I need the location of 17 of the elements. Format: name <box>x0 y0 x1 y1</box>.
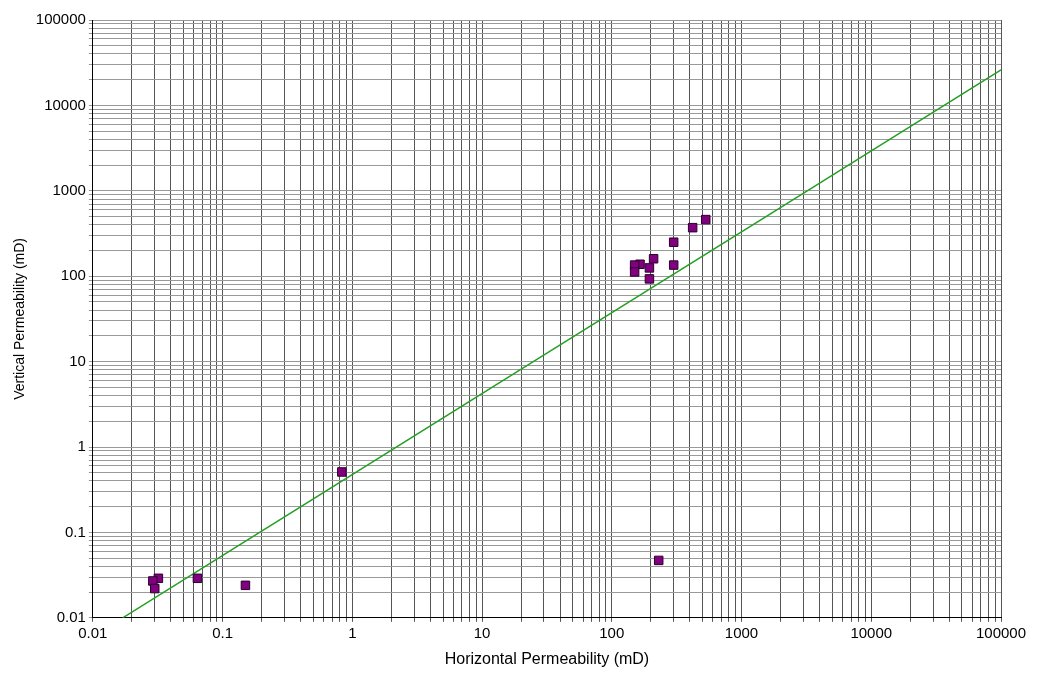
x-tick-label: 0.1 <box>212 623 234 641</box>
y-axis-title: Vertical Permeability (mD) <box>11 237 28 400</box>
x-tick-label: 100000 <box>975 623 1027 641</box>
y-tick-label: 0.01 <box>56 607 86 625</box>
x-tick-label: 100 <box>599 623 625 641</box>
y-tick-label: 10 <box>69 351 86 369</box>
y-tick-label: 0.1 <box>64 522 86 540</box>
y-tick-label: 1000 <box>52 180 86 198</box>
x-tick-label: 10 <box>473 623 491 641</box>
y-tick-label: 100 <box>60 266 86 284</box>
y-tick-label: 10000 <box>44 95 86 113</box>
y-tick-label: 100000 <box>35 10 86 28</box>
y-tick-label: 1 <box>77 437 86 455</box>
x-tick-label: 10000 <box>850 623 893 641</box>
x-axis-title: Horizontal Permeability (mD) <box>444 649 650 667</box>
x-tick-label: 1000 <box>724 623 759 641</box>
x-tick-label: 1 <box>348 623 357 641</box>
